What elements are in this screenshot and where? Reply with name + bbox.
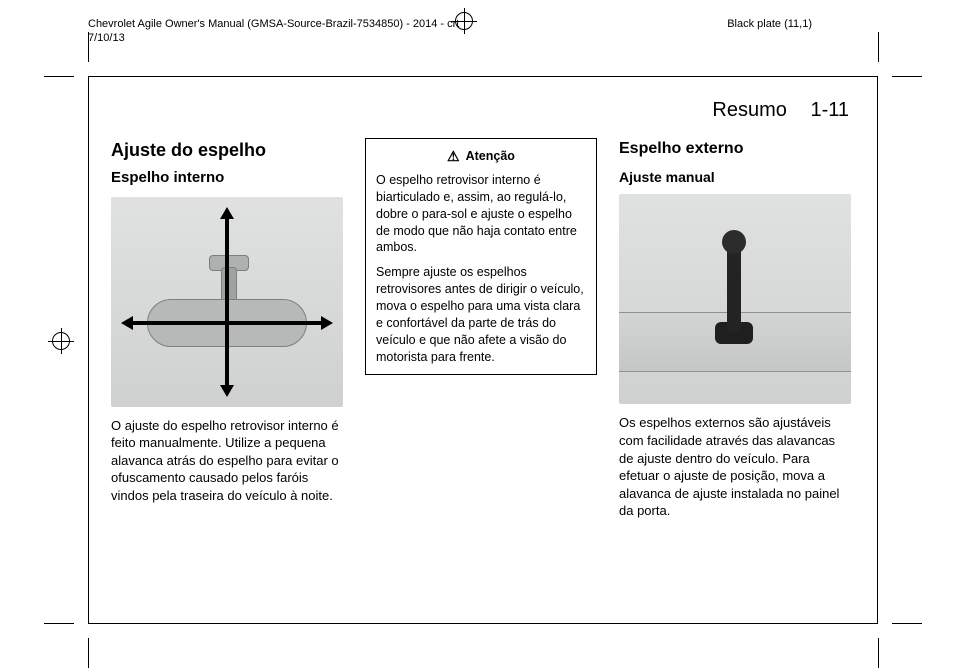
- callout-title: Atenção: [466, 148, 515, 165]
- doc-title-line1: Chevrolet Agile Owner's Manual (GMSA-Sou…: [88, 18, 459, 32]
- exterior-mirror-illustration: [619, 194, 851, 404]
- page-inner: Resumo 1-11 Ajuste do espelho Espelho in…: [111, 99, 855, 601]
- callout-p2: Sempre ajuste os espelhos retrovisores a…: [376, 264, 586, 365]
- col3-p1: Os espelhos externos são ajustáveis com …: [619, 414, 851, 519]
- plate-label: Black plate (11,1): [727, 18, 812, 30]
- col1-title: Ajuste do espelho: [111, 138, 343, 162]
- page-frame: Resumo 1-11 Ajuste do espelho Espelho in…: [88, 76, 878, 624]
- page-head: Resumo 1-11: [111, 99, 855, 122]
- callout-p1: O espelho retrovisor interno é biarticul…: [376, 172, 586, 256]
- columns: Ajuste do espelho Espelho interno O ajus…: [111, 138, 855, 528]
- callout-head: ⚠ Atenção: [376, 147, 586, 166]
- column-1: Ajuste do espelho Espelho interno O ajus…: [111, 138, 343, 528]
- page-number: 1-11: [810, 99, 849, 121]
- interior-mirror-illustration: [111, 197, 343, 407]
- col1-p1: O ajuste do espelho retrovisor interno é…: [111, 417, 343, 505]
- warning-icon: ⚠: [447, 147, 460, 166]
- col1-subtitle: Espelho interno: [111, 168, 343, 188]
- section-name: Resumo: [712, 99, 786, 121]
- col3-title: Espelho externo: [619, 138, 851, 160]
- column-2: ⚠ Atenção O espelho retrovisor interno é…: [365, 138, 597, 528]
- col3-subtitle: Ajuste manual: [619, 168, 851, 187]
- doc-header-left: Chevrolet Agile Owner's Manual (GMSA-Sou…: [88, 18, 459, 46]
- doc-header: Chevrolet Agile Owner's Manual (GMSA-Sou…: [0, 0, 960, 46]
- warning-callout: ⚠ Atenção O espelho retrovisor interno é…: [365, 138, 597, 375]
- column-3: Espelho externo Ajuste manual Os espelho…: [619, 138, 851, 528]
- doc-header-right: Black plate (11,1): [727, 18, 812, 46]
- doc-title-line2: 7/10/13: [88, 32, 459, 46]
